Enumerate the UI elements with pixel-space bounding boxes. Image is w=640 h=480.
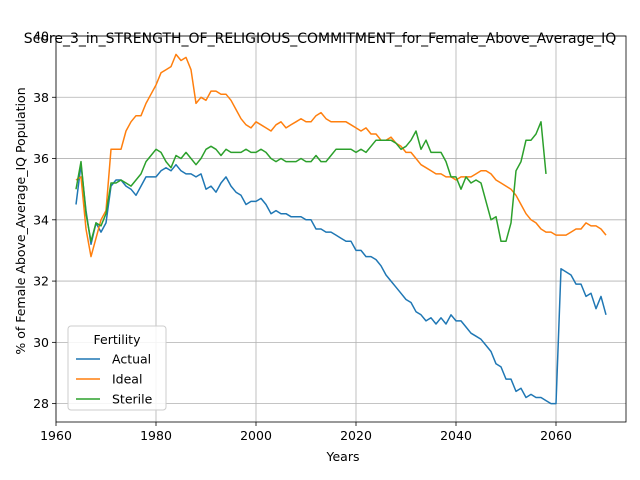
y-tick-label: 38 bbox=[33, 90, 49, 105]
y-tick-label: 36 bbox=[33, 151, 49, 166]
series-line-sterile bbox=[75, 121, 547, 243]
legend-title: Fertility bbox=[94, 332, 142, 347]
chart-title: Score_3_in_STRENGTH_OF_RELIGIOUS_COMMITM… bbox=[24, 31, 617, 47]
x-axis-label: Years bbox=[326, 449, 360, 464]
series-lines bbox=[75, 53, 607, 405]
x-tick-label: 1960 bbox=[40, 428, 72, 443]
plot-area-frame bbox=[55, 35, 627, 423]
legend-label-ideal: Ideal bbox=[112, 372, 142, 387]
y-axis-ticks: 28 30 32 34 36 38 40 bbox=[33, 29, 56, 411]
y-tick-label: 32 bbox=[33, 274, 49, 289]
y-tick-label: 28 bbox=[33, 396, 49, 411]
x-tick-label: 2060 bbox=[540, 428, 572, 443]
series-line-actual bbox=[75, 163, 607, 405]
x-tick-label: 1980 bbox=[140, 428, 172, 443]
legend-frame bbox=[67, 325, 167, 411]
x-tick-label: 2020 bbox=[340, 428, 372, 443]
x-tick-label: 2040 bbox=[440, 428, 472, 443]
legend-label-sterile: Sterile bbox=[112, 392, 153, 407]
y-axis-label: % of Female Above_Average_IQ Population bbox=[13, 87, 28, 354]
legend: Fertility Actual Ideal Sterile bbox=[67, 325, 167, 411]
y-tick-label: 40 bbox=[33, 29, 49, 44]
series-line-ideal bbox=[75, 53, 607, 258]
legend-label-actual: Actual bbox=[112, 352, 151, 367]
y-tick-label: 30 bbox=[33, 335, 49, 350]
y-tick-label: 34 bbox=[33, 212, 49, 227]
x-tick-label: 2000 bbox=[240, 428, 272, 443]
x-axis-ticks: 1960 1980 2000 2020 2040 2060 bbox=[40, 422, 572, 443]
